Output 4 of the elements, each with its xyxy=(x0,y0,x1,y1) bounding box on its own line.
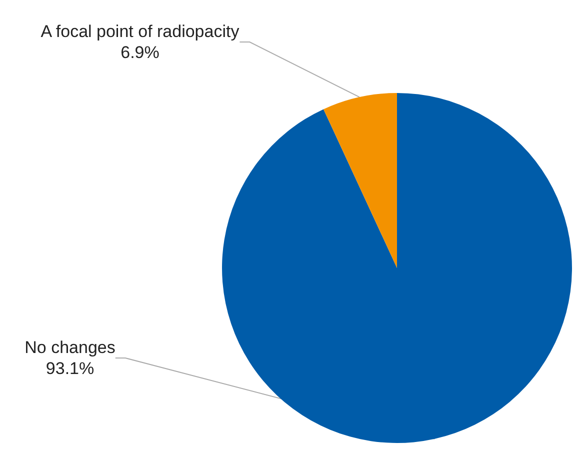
data-label: 93.1% xyxy=(46,359,94,378)
data-label: 6.9% xyxy=(120,43,160,62)
slice-label: No changes xyxy=(24,338,116,357)
slice-label: A focal point of radiopacity xyxy=(40,22,240,41)
